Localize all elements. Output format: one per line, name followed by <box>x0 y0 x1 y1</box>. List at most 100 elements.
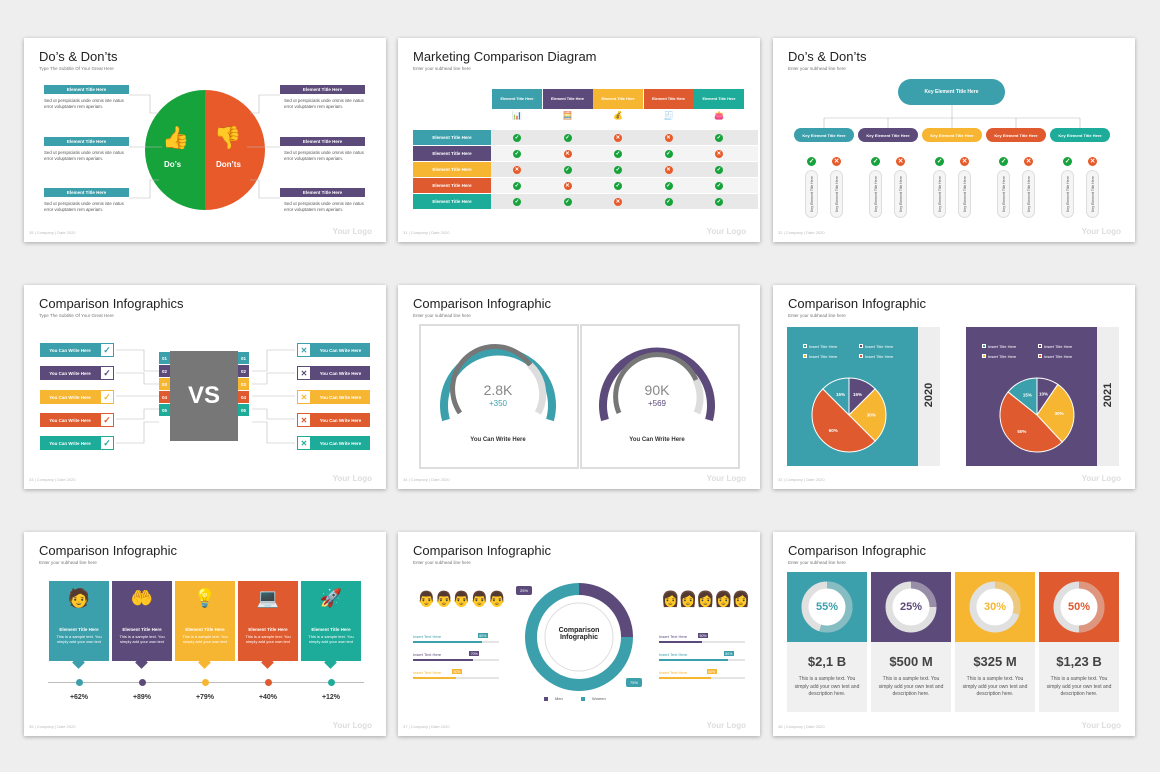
slide-title: Do’s & Don’ts <box>39 49 118 64</box>
slide-title: Comparison Infographic <box>788 296 927 311</box>
check-icon: ✓ <box>614 165 622 174</box>
gauge-card-2 <box>580 324 740 469</box>
logo: Your Logo <box>332 474 372 483</box>
slide-title: Comparison Infographic <box>788 543 927 558</box>
bar-label: Insert Text Here <box>659 634 688 639</box>
check-icon: ✓ <box>614 181 622 190</box>
pie-charts: 15% 30% 60% 15% 10% 30% 50% 15% <box>811 377 1075 453</box>
vert-label: Key Element Title Here <box>898 176 903 212</box>
card-text: This is a sample text. You simply add yo… <box>794 676 860 697</box>
key-element-3: Key Element Title Here <box>986 128 1046 142</box>
col-header-1: Element Title Here <box>542 89 593 109</box>
left-num-2: 03 <box>159 378 170 390</box>
percent-card-body <box>787 642 867 712</box>
vert-label: Key Element Title Here <box>1026 176 1031 212</box>
legend-label: Insert Title Here <box>1044 353 1073 359</box>
bar-value: 80% <box>477 633 488 638</box>
pie-2021-label-0: 10% <box>1039 391 1048 396</box>
check-icon: ✓ <box>100 413 114 427</box>
column-icon: 🧮 <box>562 111 573 120</box>
pie-2020-slice-3 <box>822 377 850 417</box>
card-amount-3: $1,23 B <box>1056 654 1102 669</box>
slide-marketing-comparison[interactable]: Marketing Comparison Diagram Enter your … <box>398 38 760 242</box>
slide-dos-donts[interactable]: Do’s & Don’ts Type The Subtitle Of Your … <box>24 38 386 242</box>
slide-gauges[interactable]: Comparison Infographic Enter your subhea… <box>398 285 760 489</box>
legend-label: Insert Title Here <box>1044 343 1073 349</box>
right-item-4: You Can Write Here <box>311 436 370 450</box>
percent-card-body <box>1039 642 1119 712</box>
donut-arc-1 <box>525 583 633 691</box>
donut-label-25: 25% <box>516 586 533 595</box>
slide-men-women[interactable]: Comparison Infographic Enter your subhea… <box>398 532 760 736</box>
card-pct-1: 25% <box>899 601 923 613</box>
check-icon: ✓ <box>871 157 880 166</box>
legend-label: Insert Title Here <box>988 343 1017 349</box>
bar-fill <box>413 641 482 643</box>
left-text-1: Sed ut perspiciatis unde omnis iste natu… <box>44 150 124 161</box>
key-element-4: Key Element Title Here <box>1050 128 1110 142</box>
bar-label: Insert Text Here <box>413 670 442 675</box>
row-header-0: Element Title Here <box>413 130 491 145</box>
slide-footer: 33 | Company | Date 2020 <box>29 477 76 482</box>
row-header-1: Element Title Here <box>413 146 491 161</box>
pie-2020-slice-2 <box>811 388 876 453</box>
col-header-4: Element Title Here <box>694 89 744 109</box>
thumbs-up-icon: 👍 <box>162 125 190 150</box>
legend-label: Insert Title Here <box>809 353 838 359</box>
cross-icon: ✕ <box>297 366 311 380</box>
donut-center <box>544 602 614 672</box>
check-icon: ✓ <box>563 165 572 174</box>
dos-column: Key Element Title Here <box>805 170 818 218</box>
timeline-dot <box>265 679 272 686</box>
percent-ring <box>1053 581 1105 633</box>
timeline-pct-0: +62% <box>69 694 89 701</box>
percent-ring <box>969 581 1021 633</box>
left-num-0: 01 <box>159 352 170 364</box>
card-pct-3: 50% <box>1067 601 1091 613</box>
pie-2020-label-1: 30% <box>867 413 876 418</box>
dos-column: Key Element Title Here <box>933 170 946 218</box>
row-header-4: Element Title Here <box>413 194 491 209</box>
card-text: This is a sample text. You simply add yo… <box>245 634 291 645</box>
card-text: This is a sample text. You simply add yo… <box>962 676 1028 697</box>
bar-fill <box>659 641 702 643</box>
legend-label: Insert Title Here <box>809 343 838 349</box>
card-icon: 💻 <box>256 588 280 608</box>
right-num-2: 03 <box>238 378 249 390</box>
table-row <box>413 162 758 177</box>
col-header-2: Element Title Here <box>593 89 643 109</box>
bar-value: 70% <box>469 651 480 656</box>
slide-cards-timeline[interactable]: Comparison Infographic Enter your subhea… <box>24 532 386 736</box>
dos-column: Key Element Title Here <box>1061 170 1074 218</box>
cross-icon: ✕ <box>297 343 311 357</box>
gauge-1-value: 2.8K <box>483 382 513 398</box>
slide-comparison-vs[interactable]: Comparison Infographics Type The Subtitl… <box>24 285 386 489</box>
logo: Your Logo <box>706 227 746 236</box>
cross-icon: ✕ <box>297 436 311 450</box>
cross-icon: ✕ <box>1088 157 1097 166</box>
legend-swatch <box>982 354 986 358</box>
check-icon: ✓ <box>513 149 521 158</box>
right-title-1: Element Title Here <box>280 137 365 146</box>
vert-label: Key Element Title Here <box>1065 176 1070 212</box>
left-text-2: Sed ut perspiciatis unde omnis iste natu… <box>44 201 124 212</box>
slide-percent-cards[interactable]: Comparison Infographic Enter your subhea… <box>773 532 1135 736</box>
card-amount-2: $325 M <box>973 654 1017 669</box>
slide-footer: 35 | Company | Date 2020 <box>29 724 76 729</box>
legend-swatch <box>803 344 807 348</box>
slide-pies[interactable]: Comparison Infographic Enter your subhea… <box>773 285 1135 489</box>
card-1 <box>112 581 172 661</box>
cross-icon: ✕ <box>513 165 521 174</box>
logo: Your Logo <box>332 227 372 236</box>
timeline-pct-3: +40% <box>258 694 278 701</box>
key-element-root: Key Element Title Here <box>898 79 1005 105</box>
slide-footer: 32 | Company | Date 2020 <box>778 230 825 235</box>
donts-column: Key Element Title Here <box>1022 170 1035 218</box>
slide-dos-donts-tree[interactable]: Do’s & Don’ts Enter your subhead line he… <box>773 38 1135 242</box>
check-icon: ✓ <box>715 197 723 206</box>
donts-column: Key Element Title Here <box>894 170 907 218</box>
col-header-0: Element Title Here <box>492 89 542 109</box>
row-header-2: Element Title Here <box>413 162 491 177</box>
slide-subtitle: Enter your subhead line here <box>788 66 846 71</box>
legend-label: Insert Title Here <box>865 353 894 359</box>
